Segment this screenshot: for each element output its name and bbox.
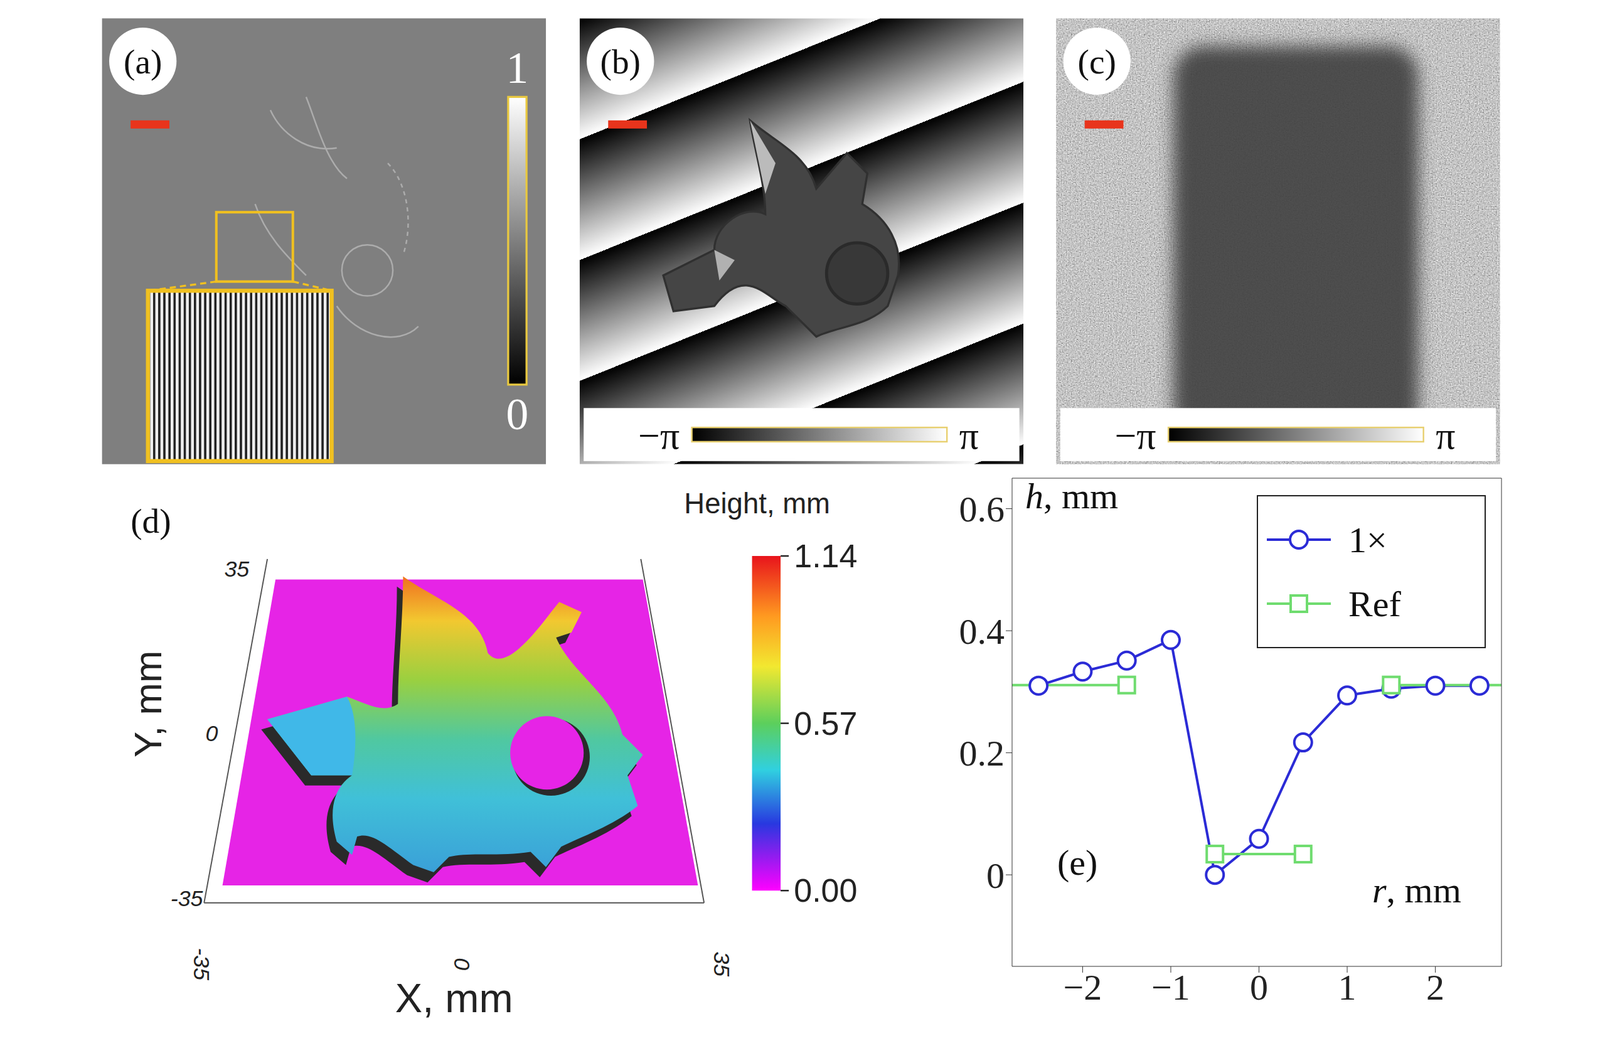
svg-text:Y, mm: Y, mm: [126, 650, 170, 758]
svg-text:-35: -35: [188, 947, 214, 981]
html-text:(e): (e): [1057, 842, 1098, 883]
svg-text:35: 35: [709, 951, 735, 977]
svg-text:X, mm: X, mm: [395, 975, 514, 1021]
svg-text:0: 0: [986, 855, 1005, 896]
svg-text:−π: −π: [638, 414, 680, 457]
html-text:h, mm: h, mm: [1025, 475, 1119, 517]
svg-text:0: 0: [506, 389, 529, 439]
html-text:Ref: Ref: [1348, 583, 1401, 624]
html-text:1×: 1×: [1348, 519, 1388, 560]
svg-text:0.57: 0.57: [793, 705, 858, 742]
svg-text:−2: −2: [1063, 966, 1103, 1008]
svg-text:0.2: 0.2: [959, 732, 1006, 774]
svg-text:0.6: 0.6: [959, 488, 1006, 530]
svg-text:Height, mm: Height, mm: [683, 487, 831, 520]
svg-text:-35: -35: [170, 885, 204, 912]
svg-text:−π: −π: [1114, 414, 1157, 457]
svg-text:35: 35: [224, 556, 250, 582]
svg-text:2: 2: [1426, 966, 1445, 1008]
svg-text:−1: −1: [1151, 966, 1191, 1008]
svg-text:π: π: [959, 414, 979, 457]
svg-text:1.14: 1.14: [793, 537, 858, 575]
svg-text:(b): (b): [600, 42, 641, 81]
svg-text:π: π: [1435, 414, 1456, 457]
svg-text:0.4: 0.4: [959, 611, 1006, 652]
svg-text:(c): (c): [1077, 42, 1117, 81]
svg-text:0: 0: [1249, 966, 1269, 1008]
svg-text:1: 1: [1338, 966, 1357, 1008]
html-text:r, mm: r, mm: [1372, 869, 1462, 911]
svg-text:0: 0: [205, 720, 218, 747]
svg-text:0.00: 0.00: [793, 872, 858, 909]
svg-text:(a): (a): [123, 42, 162, 81]
svg-text:1: 1: [506, 42, 529, 93]
svg-text:0: 0: [449, 957, 475, 971]
svg-text:(d): (d): [130, 501, 171, 541]
